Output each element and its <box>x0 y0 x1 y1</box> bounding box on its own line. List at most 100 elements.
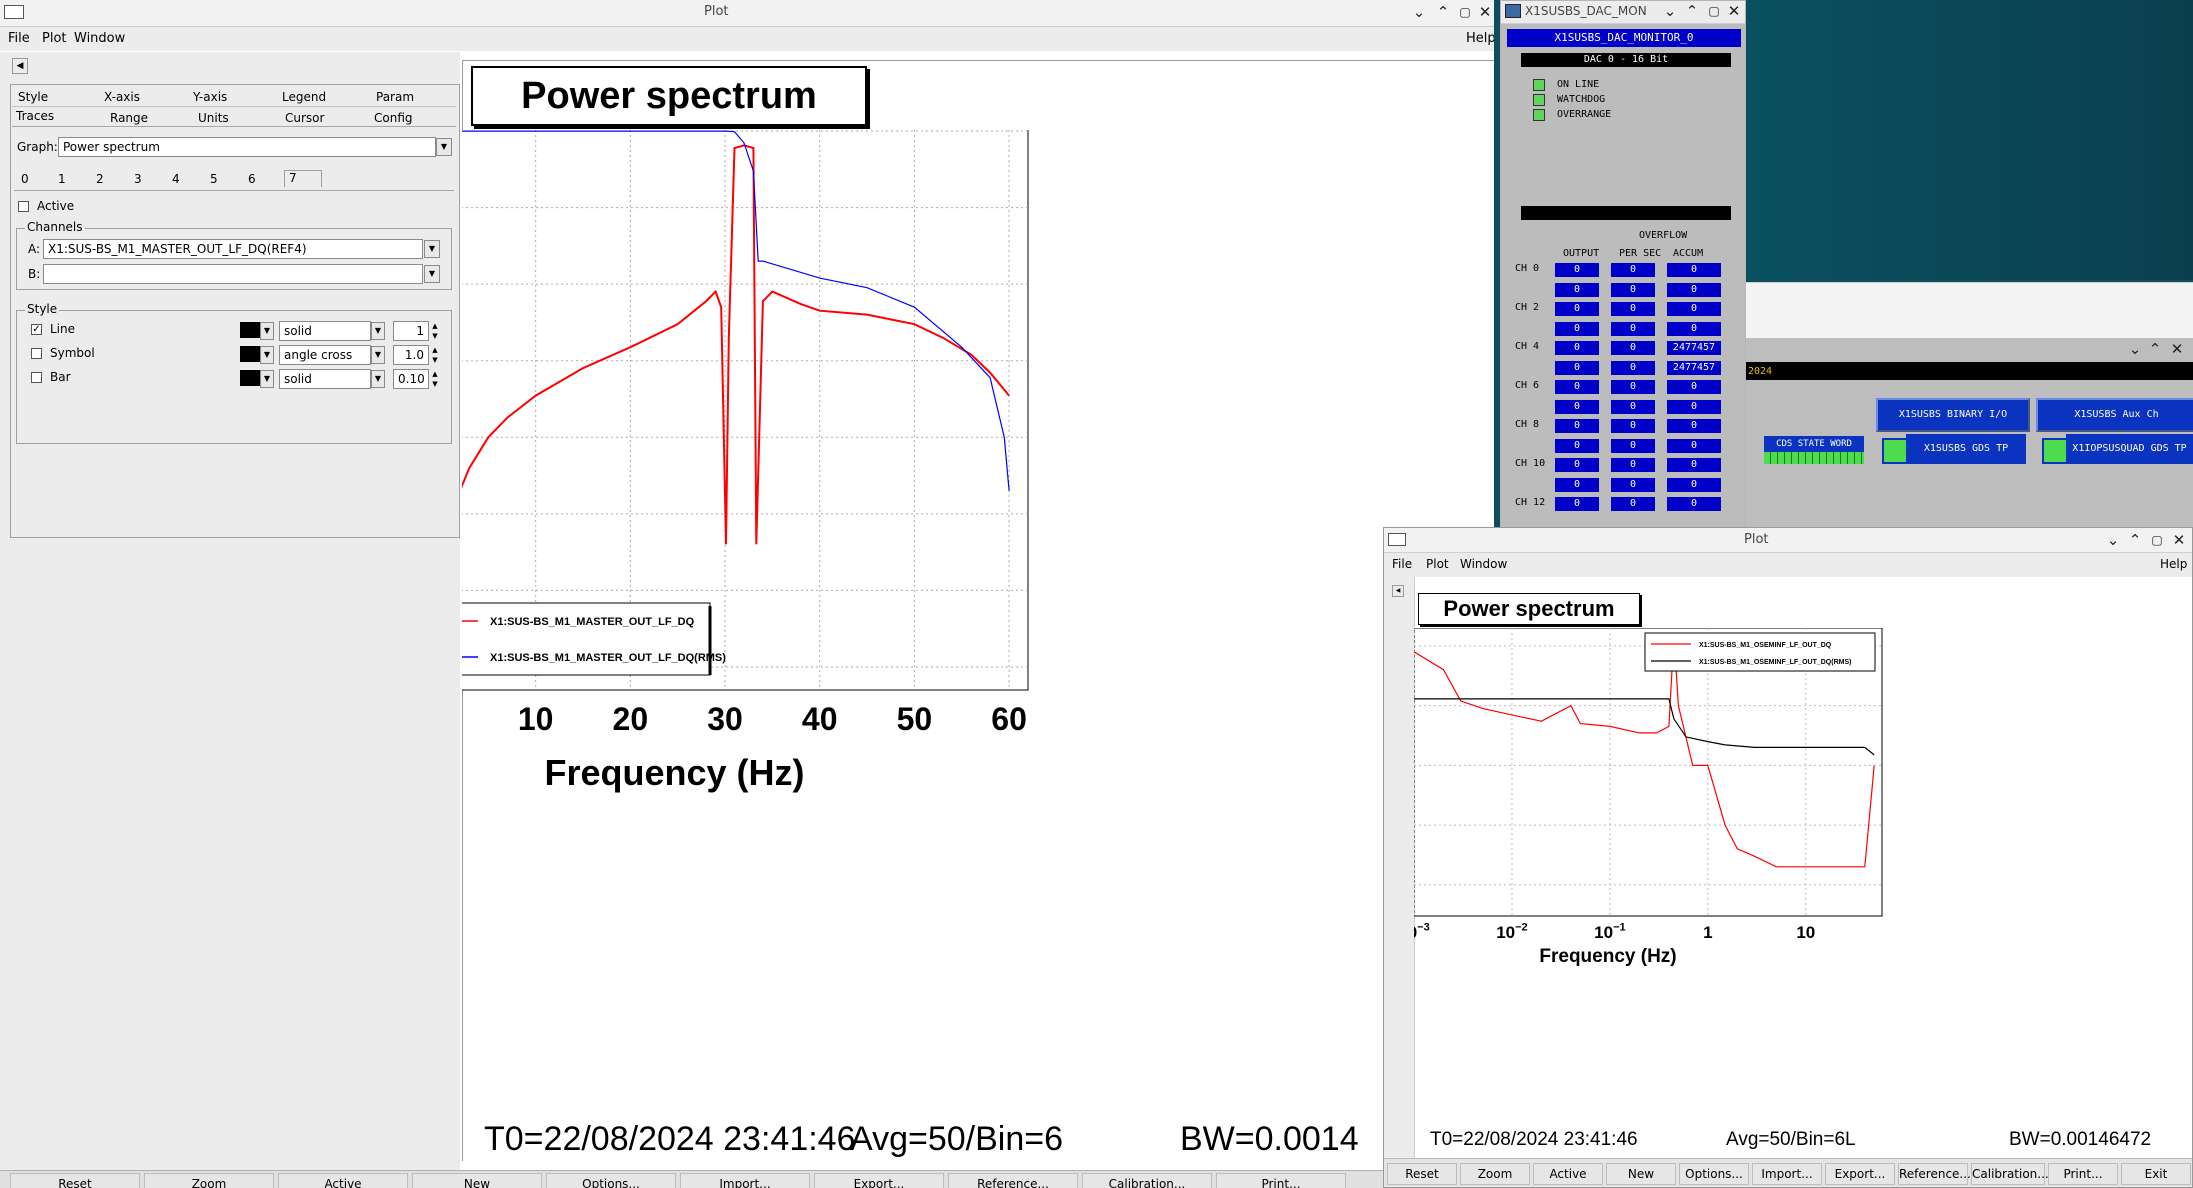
tab-legend[interactable]: Legend <box>282 90 327 104</box>
window-menu-icon[interactable] <box>4 5 24 19</box>
main-import-button[interactable]: Import... <box>680 1173 810 1188</box>
tab-style[interactable]: Style <box>18 90 49 104</box>
bar-checkbox[interactable] <box>31 372 42 383</box>
small-restore-icon[interactable]: ⌃ <box>2128 531 2142 549</box>
binary-io-button[interactable]: X1SUSBS BINARY I/O <box>1876 398 2030 432</box>
symbol-color-swatch[interactable] <box>240 346 260 362</box>
line-checkbox[interactable]: ✓ <box>31 324 42 335</box>
medm-restore-icon[interactable]: ⌃ <box>2148 340 2162 358</box>
trace-tab-3[interactable]: 3 <box>134 172 142 186</box>
trace-tab-6[interactable]: 6 <box>248 172 256 186</box>
main-reference-button[interactable]: Reference... <box>948 1173 1078 1188</box>
small-new-button[interactable]: New <box>1606 1163 1676 1185</box>
trace-tab-1[interactable]: 1 <box>58 172 66 186</box>
symbol-color-dropdown-icon[interactable]: ▼ <box>260 346 274 364</box>
trace-tab-5[interactable]: 5 <box>210 172 218 186</box>
line-type-dropdown-icon[interactable]: ▼ <box>371 322 385 340</box>
small-export-button[interactable]: Export... <box>1825 1163 1895 1185</box>
tab-traces[interactable]: Traces <box>16 109 55 123</box>
small-close-icon[interactable]: ✕ <box>2172 531 2186 549</box>
main-chart[interactable]: 010203040506010−310−210−1110102103104Fre… <box>462 130 1494 1140</box>
small-calibration-button[interactable]: Calibration... <box>1971 1163 2049 1185</box>
line-width-input[interactable]: 1 <box>393 321 429 341</box>
dac-minimize-icon[interactable]: ⌄ <box>1663 2 1677 20</box>
small-window-menu-icon[interactable] <box>1388 533 1406 546</box>
tab-config[interactable]: Config <box>374 111 413 125</box>
small-minimize-icon[interactable]: ⌄ <box>2106 531 2120 549</box>
line-width-stepper[interactable]: ▲ ▼ <box>432 322 438 340</box>
menu-file[interactable]: File <box>8 31 30 46</box>
trace-tab-2[interactable]: 2 <box>96 172 104 186</box>
aux-ch-button[interactable]: X1SUSBS Aux Ch <box>2036 398 2193 432</box>
tab-units[interactable]: Units <box>198 111 229 125</box>
bar-type-dropdown-icon[interactable]: ▼ <box>371 370 385 388</box>
gds-tp-button[interactable]: X1SUSBS GDS TP <box>1906 434 2026 464</box>
channel-a-dropdown-icon[interactable]: ▼ <box>424 240 440 258</box>
symbol-checkbox[interactable] <box>31 348 42 359</box>
menu-plot[interactable]: Plot <box>42 31 67 46</box>
tab-range[interactable]: Range <box>110 111 149 125</box>
tab-param[interactable]: Param <box>376 90 415 104</box>
dac-maximize-icon[interactable]: ▢ <box>1708 4 1720 18</box>
trace-tab-4[interactable]: 4 <box>172 172 180 186</box>
small-import-button[interactable]: Import... <box>1752 1163 1822 1185</box>
line-color-dropdown-icon[interactable]: ▼ <box>260 322 274 340</box>
tab-cursor[interactable]: Cursor <box>285 111 325 125</box>
close-icon[interactable]: ✕ <box>1478 3 1492 21</box>
bar-color-dropdown-icon[interactable]: ▼ <box>260 370 274 388</box>
small-active-button[interactable]: Active <box>1533 1163 1603 1185</box>
restore-icon[interactable]: ⌃ <box>1436 3 1450 21</box>
active-checkbox[interactable] <box>18 201 29 212</box>
small-menu-window[interactable]: Window <box>1460 557 1508 571</box>
main-active-button[interactable]: Active <box>278 1173 408 1188</box>
collapse-arrow[interactable]: ◀ <box>12 58 28 74</box>
iop-gds-tp-button[interactable]: X1IOPSUSQUAD GDS TP <box>2066 434 2193 464</box>
small-menu-plot[interactable]: Plot <box>1426 557 1449 571</box>
small-reference-button[interactable]: Reference... <box>1898 1163 1971 1185</box>
bar-type-select[interactable]: solid <box>279 369 371 389</box>
symbol-size-input[interactable]: 1.0 <box>393 345 429 365</box>
graph-dropdown-icon[interactable]: ▼ <box>436 138 452 156</box>
tab-x-axis[interactable]: X-axis <box>104 90 140 104</box>
maximize-icon[interactable]: ▢ <box>1459 5 1471 19</box>
small-chart[interactable]: 10−310−210−111010−310−210−1110Frequency … <box>1414 628 2193 1098</box>
channel-b-dropdown-icon[interactable]: ▼ <box>424 265 440 283</box>
channel-b-input[interactable] <box>43 264 423 284</box>
small-collapse-arrow[interactable]: ◀ <box>1392 585 1404 597</box>
dac-restore-icon[interactable]: ⌃ <box>1685 2 1699 20</box>
medm-minimize-icon[interactable]: ⌄ <box>2128 340 2142 358</box>
dac-close-icon[interactable]: ✕ <box>1727 2 1741 20</box>
small-exit-button[interactable]: Exit <box>2121 1163 2191 1185</box>
symbol-size-stepper[interactable]: ▲ ▼ <box>432 346 438 364</box>
small-print-button[interactable]: Print... <box>2048 1163 2118 1185</box>
symbol-type-select[interactable]: angle cross <box>279 345 371 365</box>
main-options-button[interactable]: Options... <box>546 1173 676 1188</box>
medm-close-icon[interactable]: ✕ <box>2170 340 2184 358</box>
trace-tab-7[interactable]: 7 <box>284 170 322 187</box>
symbol-type-dropdown-icon[interactable]: ▼ <box>371 346 385 364</box>
small-reset-button[interactable]: Reset <box>1387 1163 1457 1185</box>
menu-help[interactable]: Help <box>1466 31 1494 46</box>
small-zoom-button[interactable]: Zoom <box>1460 1163 1530 1185</box>
graph-select[interactable]: Power spectrum <box>58 137 436 157</box>
small-menu-file[interactable]: File <box>1392 557 1413 571</box>
main-calibration-button[interactable]: Calibration... <box>1082 1173 1212 1188</box>
bar-width-stepper[interactable]: ▲ ▼ <box>432 370 438 388</box>
trace-tab-0[interactable]: 0 <box>21 172 29 186</box>
main-zoom-button[interactable]: Zoom <box>144 1173 274 1188</box>
main-reset-button[interactable]: Reset <box>10 1173 140 1188</box>
menu-window[interactable]: Window <box>74 31 126 46</box>
line-type-select[interactable]: solid <box>279 321 371 341</box>
line-color-swatch[interactable] <box>240 322 260 338</box>
main-print-button[interactable]: Print... <box>1216 1173 1346 1188</box>
bar-color-swatch[interactable] <box>240 370 260 386</box>
small-maximize-icon[interactable]: ▢ <box>2151 533 2163 547</box>
small-options-button[interactable]: Options... <box>1679 1163 1749 1185</box>
small-menu-help[interactable]: Help <box>2160 557 2188 571</box>
main-new-button[interactable]: New <box>412 1173 542 1188</box>
main-export-button[interactable]: Export... <box>814 1173 944 1188</box>
tab-y-axis[interactable]: Y-axis <box>193 90 228 104</box>
channel-a-input[interactable]: X1:SUS-BS_M1_MASTER_OUT_LF_DQ(REF4) <box>43 239 423 259</box>
bar-width-input[interactable]: 0.10 <box>393 369 429 389</box>
minimize-icon[interactable]: ⌄ <box>1412 3 1426 21</box>
